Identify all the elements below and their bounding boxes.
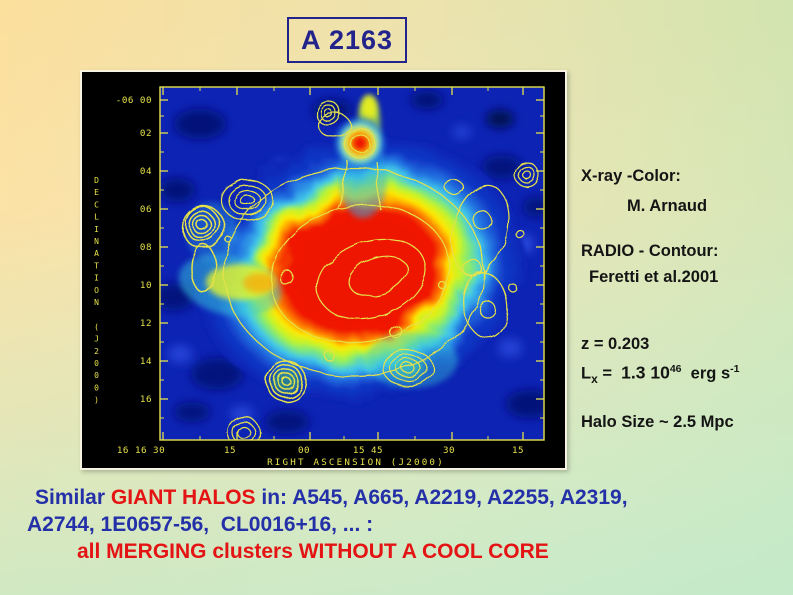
lx-exponent: 46	[669, 363, 682, 375]
ra-tick-label: 15	[512, 445, 524, 456]
dec-tick-label: 02	[140, 128, 152, 139]
lx-symbol: L	[581, 364, 592, 383]
lx-unit: erg s	[681, 364, 731, 383]
radio-source-rings-top	[315, 100, 382, 211]
halo-size: Halo Size ~ 2.5 Mpc	[581, 412, 734, 431]
radio-source-rings-bottom-left	[265, 360, 307, 402]
radio-contours	[181, 100, 540, 440]
xray-color-map	[160, 87, 544, 440]
ra-tick-label: 00	[298, 445, 310, 456]
xray-credit-author: M. Arnaud	[627, 197, 708, 215]
cluster-map-frame: DECLINATION (J2000)	[80, 70, 567, 470]
dec-tick-label: -06 00	[116, 95, 152, 106]
xray-emission-halo	[196, 137, 524, 403]
ra-tick-label: 16 16 30	[117, 445, 165, 456]
dec-tick-label: 04	[140, 166, 152, 177]
plot-border	[159, 86, 545, 441]
caption-line-1: Similar GIANT HALOS in: A545, A665, A221…	[0, 484, 793, 511]
lx-unit-exponent: -1	[730, 363, 740, 375]
dec-tick-label: 06	[140, 204, 152, 215]
minor-ticks	[160, 87, 544, 440]
x-tick-labels: 16 16 30 15 00 15 45 30 15	[117, 445, 524, 456]
credits-panel: X-ray -Color: M. Arnaud RADIO - Contour:…	[581, 165, 791, 433]
lx-value: 1.3 10	[621, 362, 670, 383]
lx-subscript: x	[591, 371, 598, 386]
dec-tick-label: 08	[140, 242, 152, 253]
slide-title: A 2163	[300, 24, 394, 55]
radio-credit-label: RADIO - Contour:	[581, 242, 719, 260]
caption-similar: Similar	[35, 486, 111, 509]
slide-title-box: A 2163	[287, 17, 407, 63]
radio-credit-author: Feretti et al.2001	[589, 268, 719, 286]
bottom-caption: Similar GIANT HALOS in: A545, A665, A221…	[0, 484, 793, 565]
dec-tick-label: 14	[140, 356, 152, 367]
caption-line-2: A2744, 1E0657-56, CL0016+16, ... :	[27, 513, 374, 536]
y-tick-labels: -06 00 02 04 06 08 10 12 14 16	[116, 95, 152, 405]
radio-source-rings-bottom-mid	[382, 349, 434, 387]
compact-point-source	[333, 116, 387, 170]
ra-tick-label: 30	[443, 445, 455, 456]
dec-tick-label: 16	[140, 394, 152, 405]
xray-luminosity: Lx = 1.3 1046 erg s-1	[581, 358, 791, 390]
radio-contour-chain-right	[444, 179, 510, 339]
background-mottling	[160, 91, 544, 434]
plot-axes: -06 00 02 04 06 08 10 12 14 16 16 16 30 …	[116, 86, 545, 468]
xray-credit-label: X-ray -Color:	[581, 167, 681, 185]
caption-cluster-list-1: in: A545, A665, A2219, A2255, A2319,	[255, 486, 628, 509]
caption-line-3: all MERGING clusters WITHOUT A COOL CORE	[77, 540, 549, 563]
radio-source-rings-left	[181, 205, 225, 294]
cluster-map-figure: -06 00 02 04 06 08 10 12 14 16 16 16 30 …	[82, 72, 565, 468]
ra-tick-label: 15	[224, 445, 236, 456]
ra-tick-label: 15 45	[353, 445, 383, 456]
x-axis-label: RIGHT ASCENSION (J2000)	[267, 457, 445, 468]
dec-tick-label: 10	[140, 280, 152, 291]
y-axis-label: DECLINATION (J2000)	[92, 176, 101, 408]
radio-source-rings-corner	[227, 416, 261, 440]
radio-source-rings-right	[514, 162, 540, 188]
redshift-value: z = 0.203	[581, 335, 650, 353]
major-ticks	[160, 87, 544, 440]
radio-source-rings-upper-left	[220, 179, 274, 221]
lx-equals: =	[597, 364, 622, 383]
caption-giant-halos: GIANT HALOS	[110, 486, 256, 509]
dec-tick-label: 12	[140, 318, 152, 329]
